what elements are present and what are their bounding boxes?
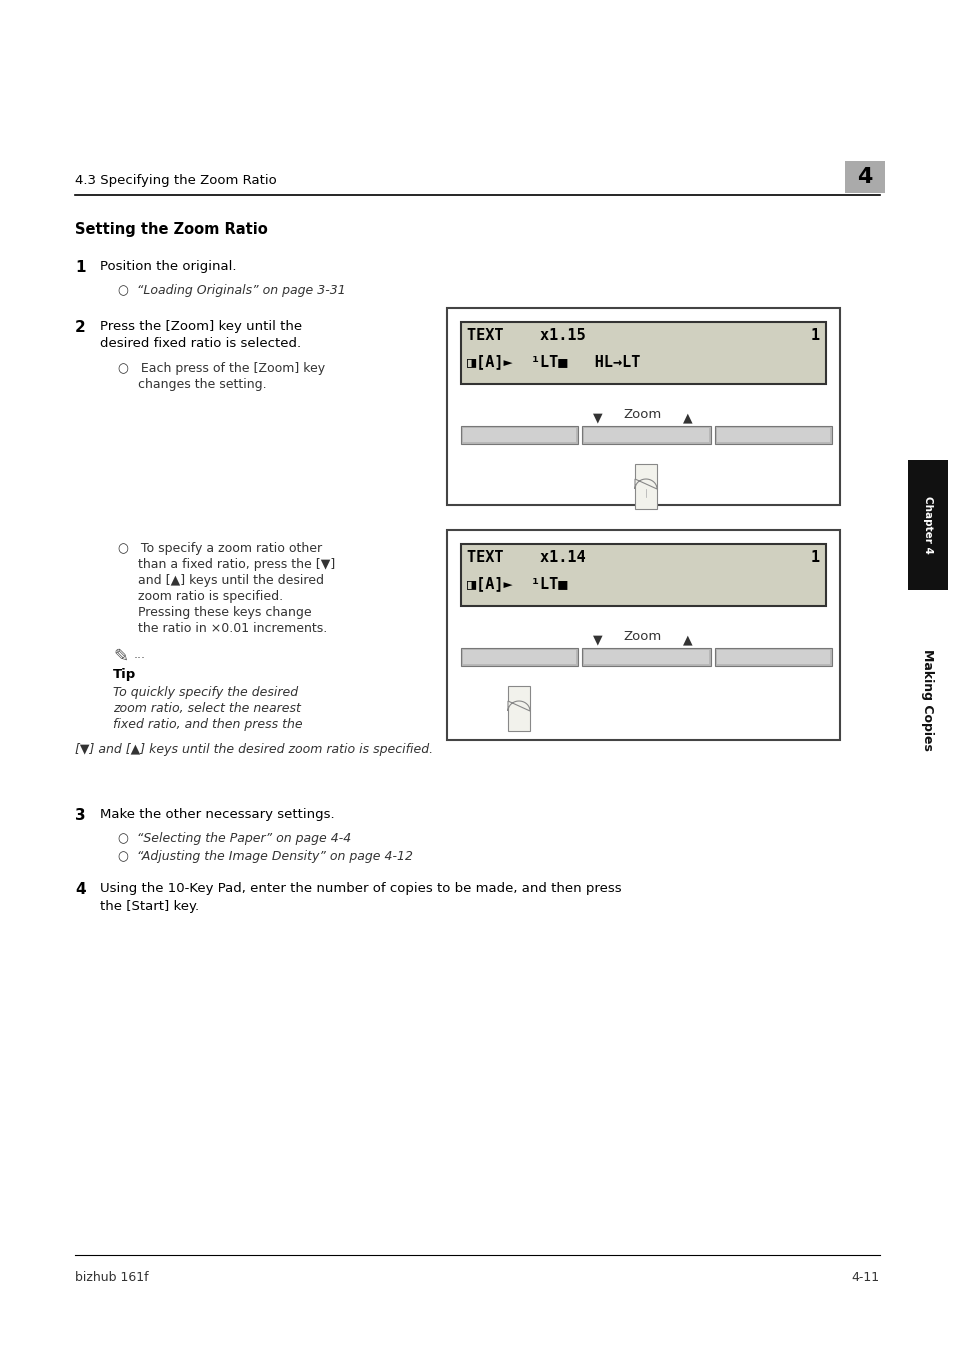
Bar: [717, 650, 829, 663]
Bar: [460, 322, 825, 384]
Text: and [▲] keys until the desired: and [▲] keys until the desired: [118, 574, 324, 586]
Text: ○   To specify a zoom ratio other: ○ To specify a zoom ratio other: [118, 542, 322, 555]
Bar: [462, 650, 576, 663]
Text: Chapter 4: Chapter 4: [923, 496, 932, 554]
Polygon shape: [507, 701, 530, 711]
Text: 4: 4: [75, 882, 86, 897]
Text: 4-11: 4-11: [851, 1271, 879, 1283]
Text: Using the 10-Key Pad, enter the number of copies to be made, and then press: Using the 10-Key Pad, enter the number o…: [100, 882, 621, 894]
Text: changes the setting.: changes the setting.: [118, 378, 266, 390]
Text: 1: 1: [75, 259, 86, 276]
Text: ○   Each press of the [Zoom] key: ○ Each press of the [Zoom] key: [118, 362, 325, 376]
Bar: [507, 686, 530, 731]
Text: 1: 1: [810, 550, 820, 565]
Bar: [583, 650, 708, 663]
Text: Position the original.: Position the original.: [100, 259, 236, 273]
Text: Press the [Zoom] key until the: Press the [Zoom] key until the: [100, 320, 302, 332]
Text: To quickly specify the desired: To quickly specify the desired: [112, 686, 297, 698]
Text: zoom ratio, select the nearest: zoom ratio, select the nearest: [112, 703, 300, 715]
Bar: [714, 648, 831, 666]
Text: ✎: ✎: [112, 648, 128, 666]
Text: TEXT    x1.14: TEXT x1.14: [467, 550, 585, 565]
Text: the ratio in ×0.01 increments.: the ratio in ×0.01 increments.: [118, 621, 327, 635]
Text: ▼: ▼: [593, 411, 602, 424]
Text: ▲: ▲: [682, 634, 692, 646]
Bar: [460, 544, 825, 607]
Text: Tip: Tip: [112, 667, 136, 681]
Bar: [462, 428, 576, 442]
Bar: [581, 426, 710, 444]
Bar: [844, 161, 884, 193]
Text: Making Copies: Making Copies: [921, 648, 934, 751]
Bar: [447, 308, 840, 505]
Text: ◨[A]►  ¹LT■: ◨[A]► ¹LT■: [467, 576, 567, 590]
Text: Pressing these keys change: Pressing these keys change: [118, 607, 312, 619]
Text: 1: 1: [810, 328, 820, 343]
Text: Setting the Zoom Ratio: Setting the Zoom Ratio: [75, 222, 268, 236]
Bar: [581, 648, 710, 666]
Text: fixed ratio, and then press the: fixed ratio, and then press the: [112, 717, 302, 731]
Text: 4: 4: [857, 168, 872, 186]
Text: bizhub 161f: bizhub 161f: [75, 1271, 149, 1283]
Text: than a fixed ratio, press the [▼]: than a fixed ratio, press the [▼]: [118, 558, 335, 571]
Text: 3: 3: [75, 808, 86, 823]
Bar: [447, 530, 840, 740]
Bar: [635, 463, 657, 509]
Text: ▲: ▲: [682, 411, 692, 424]
Text: the [Start] key.: the [Start] key.: [100, 900, 199, 913]
Text: [▼] and [▲] keys until the desired zoom ratio is specified.: [▼] and [▲] keys until the desired zoom …: [75, 743, 433, 757]
Polygon shape: [635, 480, 657, 489]
Bar: [583, 428, 708, 442]
Text: 2: 2: [75, 320, 86, 335]
Text: TEXT    x1.15: TEXT x1.15: [467, 328, 585, 343]
Text: ○  “Adjusting the Image Density” on page 4-12: ○ “Adjusting the Image Density” on page …: [118, 850, 413, 863]
Text: ▼: ▼: [593, 634, 602, 646]
Bar: [907, 459, 947, 590]
Text: Make the other necessary settings.: Make the other necessary settings.: [100, 808, 335, 821]
Bar: [714, 426, 831, 444]
Text: ○  “Selecting the Paper” on page 4-4: ○ “Selecting the Paper” on page 4-4: [118, 832, 351, 844]
Text: desired fixed ratio is selected.: desired fixed ratio is selected.: [100, 336, 301, 350]
Text: ...: ...: [133, 648, 146, 661]
Text: Zoom: Zoom: [623, 408, 661, 422]
Text: Zoom: Zoom: [623, 630, 661, 643]
Text: zoom ratio is specified.: zoom ratio is specified.: [118, 590, 283, 603]
Bar: [460, 648, 578, 666]
Text: 4.3 Specifying the Zoom Ratio: 4.3 Specifying the Zoom Ratio: [75, 174, 276, 186]
Text: ○  “Loading Originals” on page 3-31: ○ “Loading Originals” on page 3-31: [118, 284, 345, 297]
Bar: [460, 426, 578, 444]
Text: ◨[A]►  ¹LT■   HL→LT: ◨[A]► ¹LT■ HL→LT: [467, 354, 639, 369]
Bar: [717, 428, 829, 442]
